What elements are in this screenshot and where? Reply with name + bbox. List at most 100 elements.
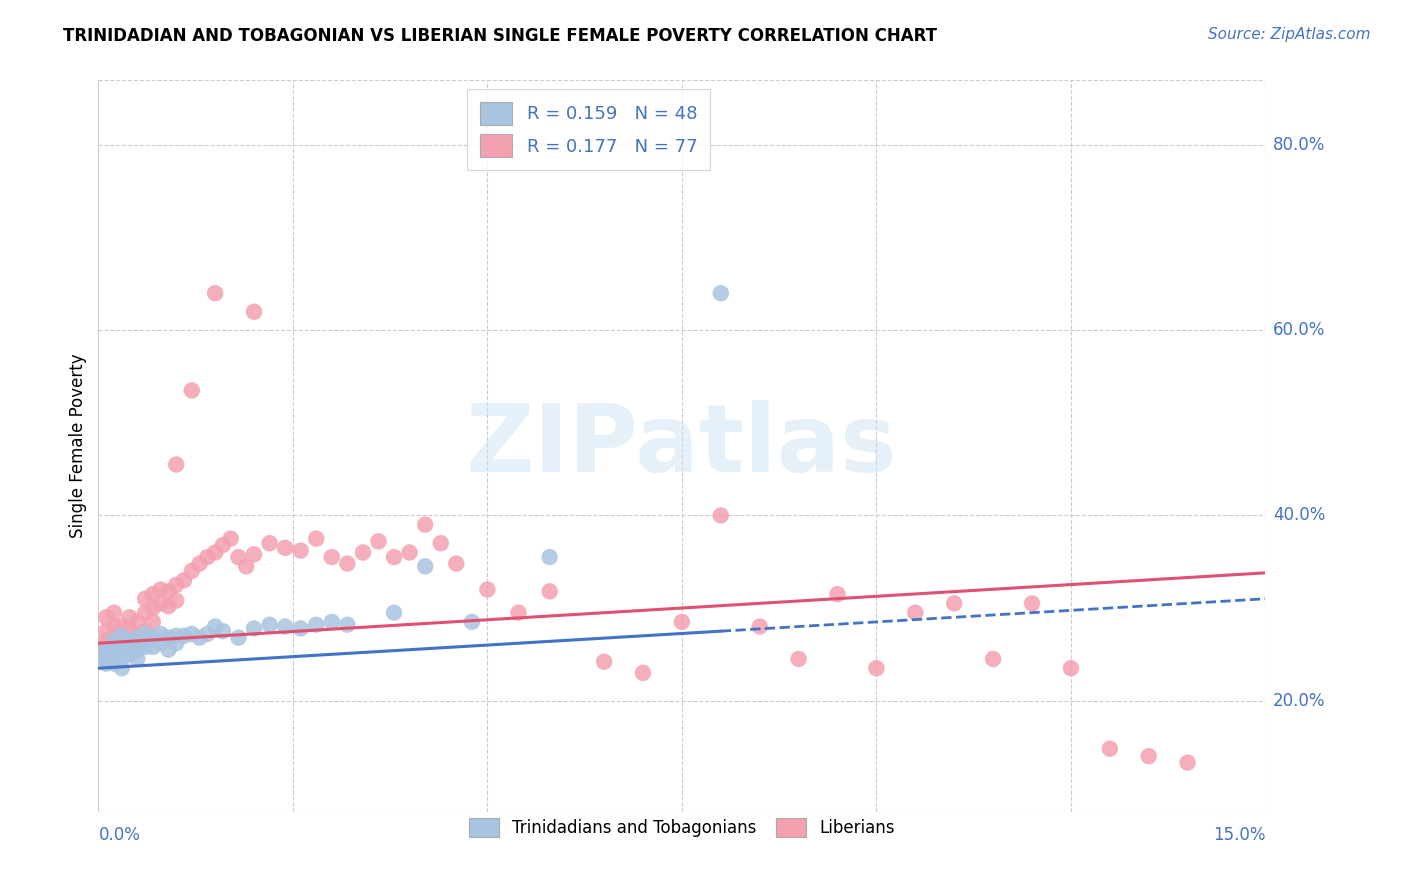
Point [429, 536, 451, 550]
Text: 40.0%: 40.0% [1274, 507, 1326, 524]
Text: 15.0%: 15.0% [1213, 826, 1265, 844]
Point [173, 574, 195, 588]
Point [538, 584, 561, 599]
Point [157, 599, 180, 614]
Point [142, 640, 165, 654]
Point [111, 619, 134, 633]
Point [149, 596, 172, 610]
Point [127, 652, 149, 666]
Point [195, 627, 218, 641]
Text: ZIPatlas: ZIPatlas [467, 400, 897, 492]
Point [165, 629, 187, 643]
Point [243, 547, 266, 561]
Point [508, 606, 530, 620]
Legend: Trinidadians and Tobagonians, Liberians: Trinidadians and Tobagonians, Liberians [463, 811, 901, 844]
Point [127, 631, 149, 645]
Point [748, 619, 770, 633]
Point [118, 633, 141, 648]
Point [103, 633, 125, 648]
Point [111, 629, 134, 643]
Point [904, 606, 927, 620]
Point [1137, 749, 1160, 764]
Point [1021, 596, 1043, 610]
Point [142, 587, 165, 601]
Point [165, 636, 187, 650]
Point [96, 652, 118, 666]
Point [228, 550, 250, 565]
Point [127, 640, 149, 654]
Point [118, 640, 141, 654]
Point [127, 642, 149, 657]
Point [204, 286, 226, 301]
Point [134, 591, 156, 606]
Point [188, 557, 211, 571]
Point [1098, 741, 1121, 756]
Point [180, 384, 202, 398]
Text: 60.0%: 60.0% [1274, 321, 1326, 339]
Point [118, 621, 141, 635]
Point [228, 631, 250, 645]
Point [259, 536, 281, 550]
Point [461, 615, 484, 629]
Point [1177, 756, 1199, 770]
Point [103, 657, 125, 671]
Point [96, 648, 118, 662]
Point [477, 582, 499, 597]
Point [157, 584, 180, 599]
Point [787, 652, 810, 666]
Point [111, 661, 134, 675]
Point [259, 617, 281, 632]
Point [96, 642, 118, 657]
Point [321, 550, 343, 565]
Point [134, 624, 156, 639]
Point [188, 631, 211, 645]
Point [413, 559, 436, 574]
Point [413, 517, 436, 532]
Text: 80.0%: 80.0% [1274, 136, 1326, 154]
Y-axis label: Single Female Poverty: Single Female Poverty [69, 354, 87, 538]
Point [134, 640, 156, 654]
Point [631, 665, 654, 680]
Point [290, 543, 312, 558]
Point [96, 633, 118, 648]
Point [134, 627, 156, 641]
Point [180, 564, 202, 578]
Point [118, 642, 141, 657]
Point [96, 642, 118, 657]
Point [671, 615, 693, 629]
Point [827, 587, 849, 601]
Point [103, 619, 125, 633]
Point [290, 621, 312, 635]
Point [1060, 661, 1083, 675]
Point [204, 619, 226, 633]
Point [212, 538, 235, 552]
Point [118, 633, 141, 648]
Point [149, 582, 172, 597]
Point [111, 629, 134, 643]
Point [96, 657, 118, 671]
Text: 0.0%: 0.0% [98, 826, 141, 844]
Point [118, 648, 141, 662]
Point [118, 610, 141, 624]
Point [103, 606, 125, 620]
Point [165, 578, 187, 592]
Point [103, 633, 125, 648]
Point [142, 631, 165, 645]
Point [382, 606, 405, 620]
Point [96, 638, 118, 652]
Point [336, 617, 359, 632]
Point [96, 624, 118, 639]
Point [382, 550, 405, 565]
Point [149, 627, 172, 641]
Point [219, 532, 242, 546]
Point [321, 615, 343, 629]
Point [134, 606, 156, 620]
Point [538, 550, 561, 565]
Point [195, 550, 218, 565]
Point [204, 545, 226, 559]
Text: 20.0%: 20.0% [1274, 691, 1326, 710]
Point [96, 610, 118, 624]
Point [398, 545, 420, 559]
Text: Source: ZipAtlas.com: Source: ZipAtlas.com [1208, 27, 1371, 42]
Point [243, 621, 266, 635]
